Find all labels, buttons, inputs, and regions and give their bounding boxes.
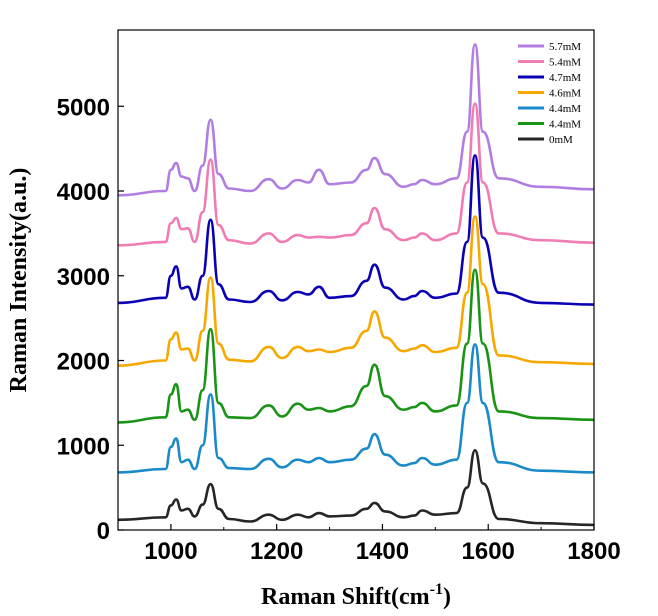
- y-tick-label: 0: [97, 518, 110, 545]
- y-tick-label: 1000: [57, 433, 110, 460]
- x-axis-title: Raman Shift(cm-1): [261, 581, 451, 610]
- series-line-4-4mM-5: [117, 268, 595, 424]
- series-line-5-7mM-0: [117, 43, 595, 197]
- series-line-0mM-6: [117, 449, 595, 527]
- y-tick-label: 3000: [57, 264, 110, 291]
- legend-label: 4.7mM: [549, 72, 581, 84]
- x-tick-label: 1600: [462, 538, 515, 565]
- series-line-4-4mM-4: [117, 343, 595, 474]
- legend-label: 5.4mM: [549, 57, 581, 69]
- plot-frame: [117, 29, 595, 531]
- legend-label: 5.7mM: [549, 41, 581, 53]
- series-lines: [117, 43, 595, 527]
- x-tick-label: 1400: [356, 538, 409, 565]
- series-line-5-4mM-1: [117, 102, 595, 247]
- x-tick-label: 1200: [250, 538, 303, 565]
- series-line-4-6mM-3: [117, 215, 595, 367]
- y-tick-label: 2000: [57, 349, 110, 376]
- y-tick-label: 5000: [57, 94, 110, 121]
- y-tick-label: 4000: [57, 179, 110, 206]
- legend-label: 0mM: [549, 134, 573, 146]
- legend-label: 4.6mM: [549, 88, 581, 100]
- y-axis-title: Raman Intensity(a.u.): [6, 168, 32, 393]
- legend-label: 4.4mM: [549, 103, 581, 115]
- legend-label: 4.4mM: [549, 119, 581, 131]
- x-tick-label: 1000: [144, 538, 197, 565]
- legend: 5.7mM 5.4mM 4.7mM 4.6mM 4.4mM 4.4mM 0mM: [518, 41, 581, 146]
- series-line-4-7mM-2: [117, 154, 595, 306]
- axis-ticks: 1000 1200 1400 1600 1800 0 1000 2000 3000 4000 500…: [57, 94, 621, 565]
- x-tick-label: 1800: [567, 538, 620, 565]
